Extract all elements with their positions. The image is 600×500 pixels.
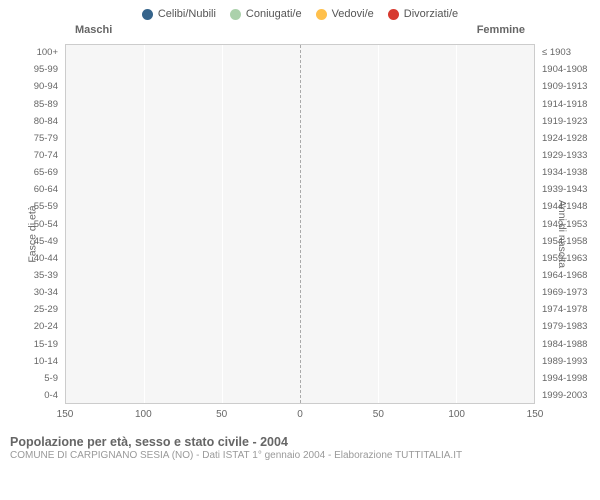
birth-label: 1964-1968 [542, 267, 600, 284]
x-tick: 150 [527, 409, 544, 420]
birth-label: 1959-1963 [542, 250, 600, 267]
legend-label: Divorziati/e [404, 8, 458, 20]
females-label: Femmine [477, 24, 525, 36]
age-label: 60-64 [0, 181, 58, 198]
birth-label: 1979-1983 [542, 318, 600, 335]
age-label: 50-54 [0, 215, 58, 232]
legend-swatch [388, 9, 399, 20]
age-label: 80-84 [0, 113, 58, 130]
x-tick: 0 [297, 409, 303, 420]
age-label: 70-74 [0, 147, 58, 164]
legend-label: Coniugati/e [246, 8, 302, 20]
birth-label: 1969-1973 [542, 284, 600, 301]
legend-item: Celibi/Nubili [142, 8, 216, 20]
age-label: 65-69 [0, 164, 58, 181]
birth-label: ≤ 1903 [542, 44, 600, 61]
chart-header: Maschi Femmine [0, 24, 600, 39]
birth-label: 1939-1943 [542, 181, 600, 198]
birth-label: 1949-1953 [542, 215, 600, 232]
age-label: 25-29 [0, 301, 58, 318]
chart-title: Popolazione per età, sesso e stato civil… [10, 435, 590, 449]
center-line [300, 45, 301, 403]
grid-line [378, 45, 379, 403]
chart-subtitle: COMUNE DI CARPIGNANO SESIA (NO) - Dati I… [10, 450, 590, 461]
birth-label: 1954-1958 [542, 233, 600, 250]
legend-item: Vedovi/e [316, 8, 374, 20]
footer: Popolazione per età, sesso e stato civil… [0, 429, 600, 461]
age-label: 100+ [0, 44, 58, 61]
birth-label: 1989-1993 [542, 353, 600, 370]
x-tick: 150 [57, 409, 74, 420]
x-tick: 50 [216, 409, 227, 420]
age-label: 5-9 [0, 370, 58, 387]
birth-label: 1919-1923 [542, 113, 600, 130]
age-label: 55-59 [0, 198, 58, 215]
age-label: 75-79 [0, 130, 58, 147]
birth-label: 1944-1948 [542, 198, 600, 215]
grid-line [456, 45, 457, 403]
birth-label: 1934-1938 [542, 164, 600, 181]
age-label: 85-89 [0, 95, 58, 112]
x-tick: 50 [373, 409, 384, 420]
x-tick: 100 [448, 409, 465, 420]
legend: Celibi/Nubili Coniugati/e Vedovi/e Divorzia… [0, 0, 600, 24]
birth-label: 1994-1998 [542, 370, 600, 387]
birth-label: 1914-1918 [542, 95, 600, 112]
x-tick: 100 [135, 409, 152, 420]
age-label: 40-44 [0, 250, 58, 267]
birth-label: 1984-1988 [542, 335, 600, 352]
birth-label: 1924-1928 [542, 130, 600, 147]
age-label: 15-19 [0, 335, 58, 352]
legend-swatch [142, 9, 153, 20]
y-left-labels: 0-45-910-1415-1920-2425-2930-3435-3940-4… [0, 44, 62, 404]
x-labels: 15010050050100150 [65, 409, 535, 423]
age-label: 95-99 [0, 61, 58, 78]
age-label: 35-39 [0, 267, 58, 284]
plot [65, 44, 535, 404]
legend-swatch [230, 9, 241, 20]
y-right-labels: 1999-20031994-19981989-19931984-19881979… [538, 44, 600, 404]
legend-label: Celibi/Nubili [158, 8, 216, 20]
birth-label: 1904-1908 [542, 61, 600, 78]
legend-swatch [316, 9, 327, 20]
legend-item: Divorziati/e [388, 8, 458, 20]
age-label: 30-34 [0, 284, 58, 301]
age-label: 0-4 [0, 387, 58, 404]
legend-item: Coniugati/e [230, 8, 302, 20]
birth-label: 1999-2003 [542, 387, 600, 404]
grid-line [222, 45, 223, 403]
age-label: 90-94 [0, 78, 58, 95]
grid-line [144, 45, 145, 403]
age-label: 10-14 [0, 353, 58, 370]
birth-label: 1929-1933 [542, 147, 600, 164]
chart-area: Fasce di età Anni di nascita 0-45-910-14… [0, 39, 600, 429]
age-label: 20-24 [0, 318, 58, 335]
birth-label: 1909-1913 [542, 78, 600, 95]
birth-label: 1974-1978 [542, 301, 600, 318]
males-label: Maschi [75, 24, 112, 36]
legend-label: Vedovi/e [332, 8, 374, 20]
age-label: 45-49 [0, 233, 58, 250]
